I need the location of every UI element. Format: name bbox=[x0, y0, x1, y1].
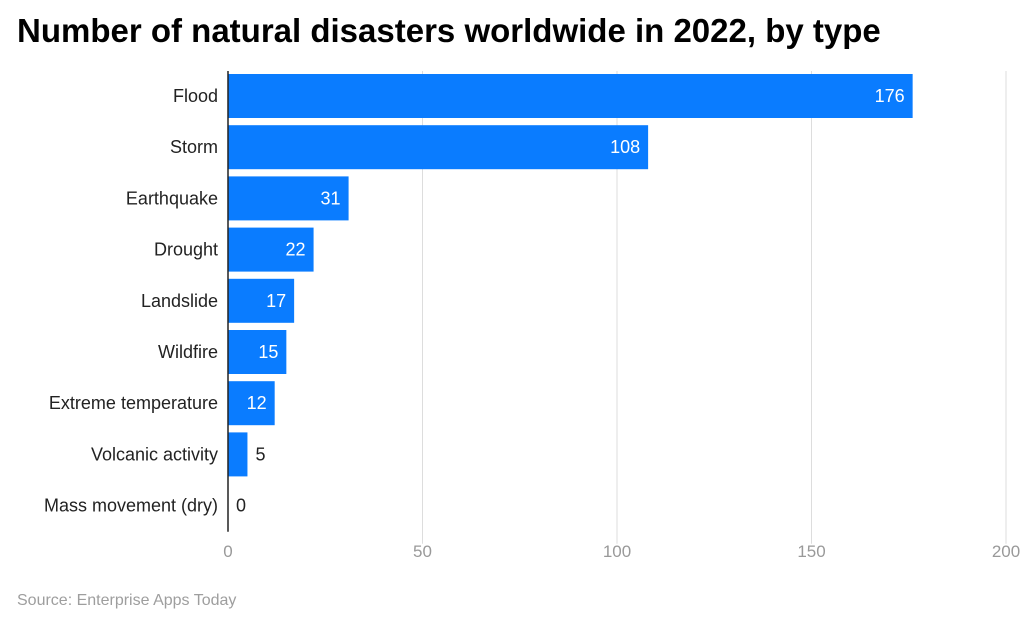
data-label: 17 bbox=[266, 291, 286, 311]
bar bbox=[228, 432, 248, 477]
bar bbox=[228, 227, 314, 272]
data-label: 31 bbox=[321, 188, 341, 208]
data-label: 108 bbox=[610, 137, 640, 157]
category-label: Earthquake bbox=[126, 188, 218, 208]
chart-title: Number of natural disasters worldwide in… bbox=[17, 12, 881, 49]
category-label: Flood bbox=[173, 86, 218, 106]
x-tick-label: 100 bbox=[603, 542, 631, 561]
category-label: Storm bbox=[170, 137, 218, 157]
x-axis-ticks: 0 50 100 150 200 bbox=[223, 542, 1020, 561]
data-label: 15 bbox=[258, 342, 278, 362]
category-label: Wildfire bbox=[158, 342, 218, 362]
bar bbox=[228, 74, 913, 118]
bar bbox=[228, 176, 349, 221]
x-tick-label: 200 bbox=[992, 542, 1020, 561]
category-labels: Flood Storm Earthquake Drought Landslide Wild… bbox=[44, 86, 218, 516]
x-tick-label: 0 bbox=[223, 542, 232, 561]
data-label: 5 bbox=[255, 444, 265, 464]
data-label: 0 bbox=[236, 496, 246, 516]
bar bbox=[228, 125, 649, 170]
category-label: Landslide bbox=[141, 291, 218, 311]
source-note: Source: Enterprise Apps Today bbox=[17, 592, 237, 609]
bar bbox=[228, 330, 287, 374]
data-label: 22 bbox=[286, 240, 306, 260]
bars bbox=[228, 74, 913, 477]
category-label: Extreme temperature bbox=[49, 393, 218, 413]
category-label: Mass movement (dry) bbox=[44, 496, 218, 516]
category-label: Volcanic activity bbox=[91, 444, 218, 464]
data-label: 176 bbox=[875, 86, 905, 106]
bar bbox=[228, 278, 295, 323]
bar bbox=[228, 381, 275, 426]
value-labels: 176 108 31 22 17 15 12 5 0 bbox=[236, 86, 905, 516]
category-label: Drought bbox=[154, 240, 218, 260]
x-tick-label: 50 bbox=[413, 542, 432, 561]
data-label: 12 bbox=[247, 393, 267, 413]
x-tick-label: 150 bbox=[797, 542, 825, 561]
